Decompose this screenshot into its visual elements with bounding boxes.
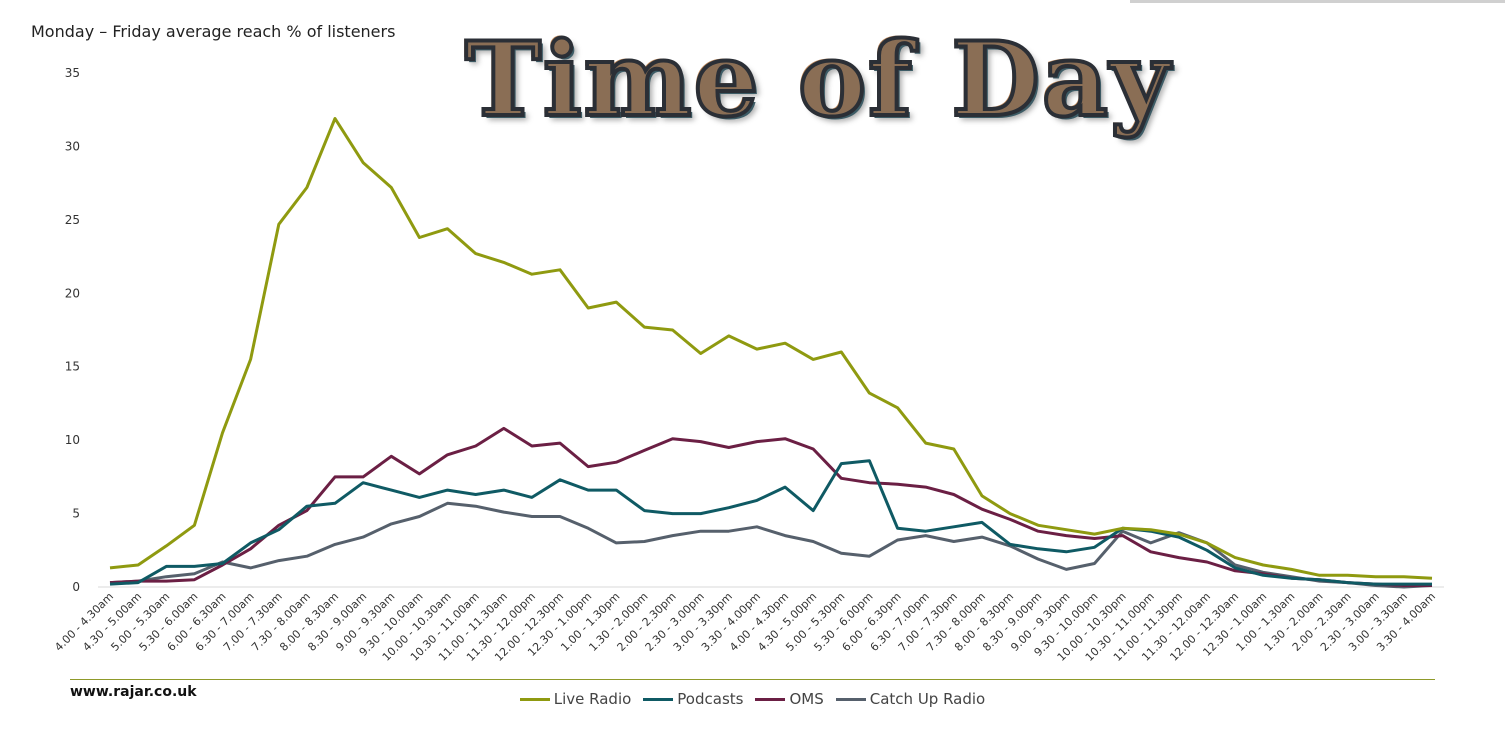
series-line-oms [109,426,1432,587]
legend-item: Live Radio [519,690,632,708]
y-tick-label: 35 [65,66,80,80]
legend-label: Live Radio [553,690,632,708]
y-tick-label: 0 [72,580,80,594]
legend-label: Podcasts [677,690,744,708]
legend-label: OMS [789,690,824,708]
legend-item: Podcasts [643,690,743,708]
legend-swatch [835,697,866,701]
series-layer [109,117,1433,589]
top-divider [1130,0,1505,3]
legend-label: Catch Up Radio [869,690,986,708]
chart-legend: Live Radio Podcasts OMS Catch Up Radio [0,690,1505,708]
legend-item: OMS [755,690,824,708]
footer-divider [70,679,1435,680]
series-line-catch-up-radio [109,501,1433,589]
y-tick-label: 20 [65,286,80,300]
series-line-podcasts [109,459,1432,586]
page-title: Time of Day [463,18,1172,142]
y-tick-label: 10 [65,433,80,447]
y-tick-label: 25 [65,213,80,227]
series-line-live-radio [109,117,1433,580]
y-tick-label: 5 [72,507,80,521]
legend-swatch [643,697,674,701]
y-tick-label: 30 [65,139,80,153]
legend-item: Catch Up Radio [835,690,986,708]
chart-subtitle: Monday – Friday average reach % of liste… [31,22,396,41]
y-axis: 0 5 10 15 20 25 30 35 [65,66,80,594]
y-tick-label: 15 [65,360,80,374]
legend-swatch [755,697,786,701]
legend-swatch [519,697,550,701]
source-link[interactable]: www.rajar.co.uk [70,684,197,700]
